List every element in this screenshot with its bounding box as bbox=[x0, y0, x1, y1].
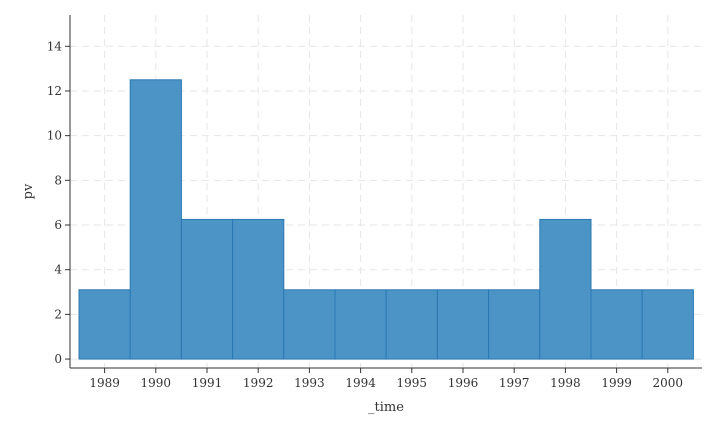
y-tick-label: 0 bbox=[54, 352, 62, 366]
x-tick-label: 1999 bbox=[601, 376, 632, 390]
x-ticks: 1989 1990 1991 1992 1993 1994 1995 1996 1997 1998… bbox=[89, 368, 683, 390]
axes bbox=[69, 15, 702, 369]
x-tick-label: 1996 bbox=[448, 376, 479, 390]
y-tick-label: 6 bbox=[54, 218, 62, 232]
y-tick-label: 8 bbox=[54, 173, 62, 187]
y-ticks: 0 2 4 6 8 10 12 14 bbox=[47, 39, 70, 366]
bar bbox=[334, 289, 387, 360]
x-tick-label: 2000 bbox=[653, 376, 684, 390]
y-tick-label: 12 bbox=[47, 84, 62, 98]
x-tick-label: 1997 bbox=[499, 376, 530, 390]
bar bbox=[129, 79, 182, 360]
x-tick-label: 1998 bbox=[550, 376, 581, 390]
bar bbox=[488, 289, 541, 360]
bar bbox=[436, 289, 490, 360]
x-tick-label: 1989 bbox=[89, 376, 120, 390]
y-tick-label: 14 bbox=[47, 39, 63, 53]
y-tick-label: 10 bbox=[47, 129, 62, 143]
x-tick-label: 1994 bbox=[345, 376, 376, 390]
x-tick-label: 1993 bbox=[294, 376, 325, 390]
bar bbox=[385, 289, 438, 360]
bar bbox=[78, 289, 131, 360]
bar bbox=[641, 289, 694, 360]
bar bbox=[539, 218, 592, 360]
bars bbox=[78, 79, 694, 360]
x-tick-label: 1991 bbox=[192, 376, 223, 390]
y-tick-label: 2 bbox=[54, 307, 62, 321]
x-axis-label: _time bbox=[368, 400, 404, 415]
y-tick-label: 4 bbox=[54, 263, 62, 277]
bar bbox=[232, 218, 285, 360]
bar bbox=[180, 218, 234, 360]
x-tick-label: 1995 bbox=[397, 376, 428, 390]
x-tick-label: 1992 bbox=[243, 376, 274, 390]
bar bbox=[283, 289, 336, 360]
x-tick-label: 1990 bbox=[141, 376, 172, 390]
bar bbox=[590, 289, 643, 360]
y-axis-label: pv bbox=[21, 183, 36, 199]
